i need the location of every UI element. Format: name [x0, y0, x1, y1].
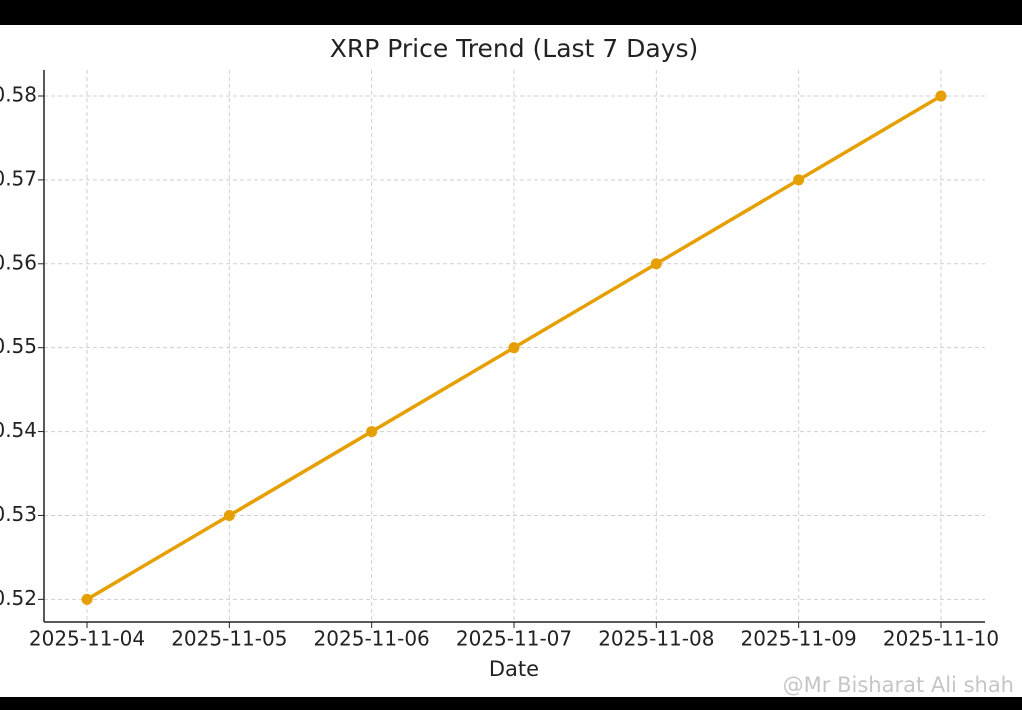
y-tick-label: 0.57: [0, 166, 37, 190]
x-tick-label: 2025-11-07: [456, 627, 572, 651]
x-tick-label: 2025-11-08: [598, 627, 714, 651]
point: [81, 593, 93, 605]
point: [935, 90, 947, 102]
x-axis-label: Date: [489, 657, 539, 681]
x-tick-label: 2025-11-04: [29, 627, 145, 651]
watermark: @Mr Bisharat Ali shah: [783, 673, 1014, 697]
y-tick-label: 0.54: [0, 418, 37, 442]
chart-background: [0, 25, 1022, 697]
x-tick-label: 2025-11-09: [741, 627, 857, 651]
point: [650, 258, 662, 270]
x-tick-label: 2025-11-06: [314, 627, 430, 651]
y-tick-label: 0.58: [0, 83, 37, 107]
y-tick-label: 0.52: [0, 586, 37, 610]
x-tick-label: 2025-11-05: [171, 627, 287, 651]
point: [508, 342, 520, 354]
y-tick-label: 0.53: [0, 502, 37, 526]
point: [366, 426, 378, 438]
point: [793, 174, 805, 186]
y-tick-label: 0.56: [0, 250, 37, 274]
x-tick-label: 2025-11-10: [883, 627, 999, 651]
y-tick-label: 0.55: [0, 334, 37, 358]
chart-title: XRP Price Trend (Last 7 Days): [330, 34, 699, 63]
point: [223, 509, 235, 521]
